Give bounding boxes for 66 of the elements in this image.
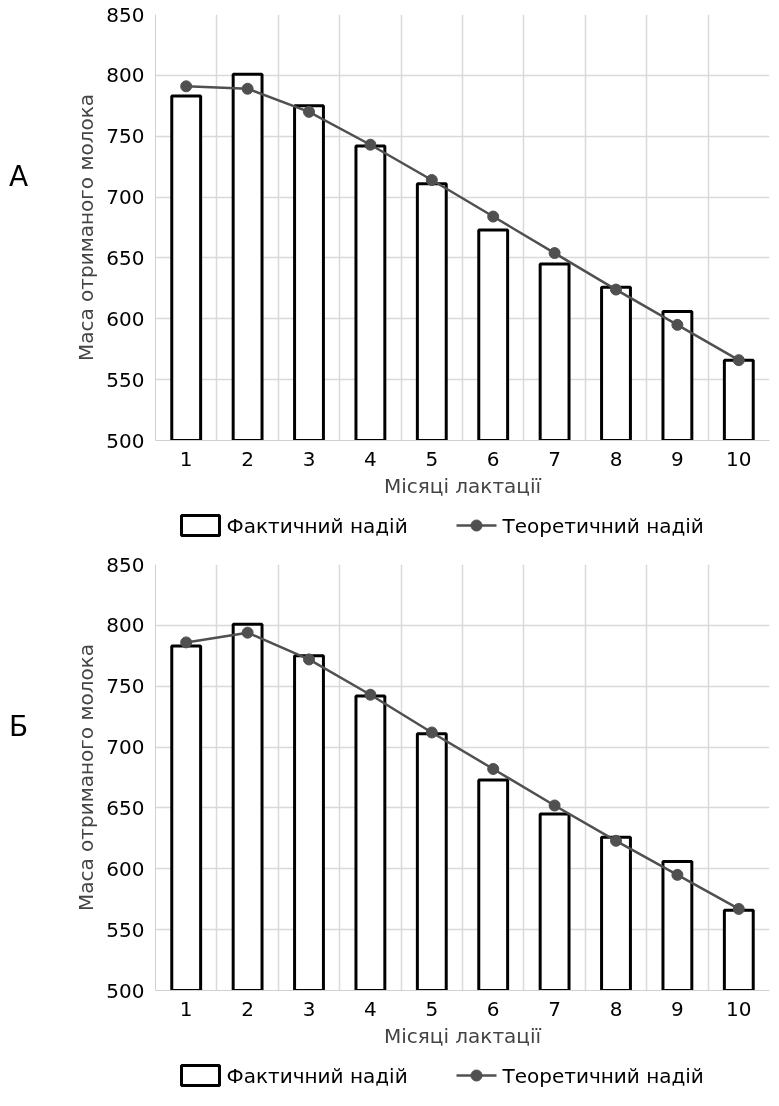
legend-label: Теоретичний надій xyxy=(501,513,704,538)
x-tick-label: 4 xyxy=(364,996,377,1021)
y-tick-label: 600 xyxy=(106,856,145,881)
point xyxy=(241,82,254,95)
x-tick-label: 9 xyxy=(671,446,684,471)
y-tick-label: 550 xyxy=(106,367,145,392)
x-tick-label: 10 xyxy=(726,996,752,1021)
x-tick-label: 2 xyxy=(241,446,254,471)
x-tick-label: 3 xyxy=(302,446,316,471)
y-tick-label: 650 xyxy=(106,245,145,270)
y-tick-label: 500 xyxy=(106,978,145,1003)
point xyxy=(425,174,438,187)
y-axis-title: Маса отриманого молока xyxy=(74,643,99,912)
point xyxy=(671,318,684,331)
point xyxy=(548,247,561,260)
point xyxy=(180,80,193,93)
y-tick-label: 850 xyxy=(106,552,145,577)
point xyxy=(732,354,745,367)
y-tick-label: 850 xyxy=(106,2,145,27)
y-tick-label: 650 xyxy=(106,795,145,820)
y-tick-label: 750 xyxy=(106,674,145,699)
y-tick-label: 700 xyxy=(106,735,145,760)
legend-label: Фактичний надій xyxy=(226,1063,408,1088)
point xyxy=(487,210,500,223)
text: А xyxy=(8,159,29,193)
x-tick-label: 5 xyxy=(425,446,439,471)
y-tick-label: 800 xyxy=(106,613,145,638)
x-tick-label: 7 xyxy=(548,996,561,1021)
x-tick-label: 6 xyxy=(486,996,500,1021)
y-tick-label: 750 xyxy=(106,124,145,149)
x-tick-label: 1 xyxy=(179,996,193,1021)
x-tick-label: 5 xyxy=(425,996,439,1021)
x-tick-label: 4 xyxy=(364,446,377,471)
x-tick-label: 8 xyxy=(609,446,623,471)
x-tick-label: 9 xyxy=(671,996,684,1021)
point xyxy=(303,653,315,666)
point xyxy=(487,762,500,775)
point xyxy=(671,868,684,881)
y-tick-label: 550 xyxy=(106,917,145,942)
y-tick-label: 500 xyxy=(106,428,145,453)
point xyxy=(425,726,438,739)
y-tick-label: 700 xyxy=(106,185,145,210)
x-axis-title: Місяці лактації xyxy=(383,1023,542,1048)
x-tick-label: 1 xyxy=(179,446,193,471)
point xyxy=(732,902,745,915)
x-axis-title: Місяці лактації xyxy=(383,473,542,498)
point xyxy=(241,626,254,639)
x-tick-label: 10 xyxy=(726,446,752,471)
y-tick-label: 600 xyxy=(106,306,145,331)
x-tick-label: 7 xyxy=(548,446,561,471)
point xyxy=(548,799,561,812)
point xyxy=(364,138,377,151)
point xyxy=(180,636,193,649)
y-axis-title: Маса отриманого молока xyxy=(74,93,99,362)
y-tick-label: 800 xyxy=(106,63,145,88)
point xyxy=(364,688,377,701)
point xyxy=(610,283,622,296)
legend-label: Фактичний надій xyxy=(226,513,408,538)
text: Б xyxy=(8,709,29,743)
x-tick-label: 6 xyxy=(486,446,500,471)
x-tick-label: 2 xyxy=(241,996,254,1021)
legend-label: Теоретичний надій xyxy=(501,1063,704,1088)
x-tick-label: 3 xyxy=(302,996,316,1021)
point xyxy=(610,834,622,847)
point xyxy=(303,105,315,118)
x-tick-label: 8 xyxy=(609,996,623,1021)
